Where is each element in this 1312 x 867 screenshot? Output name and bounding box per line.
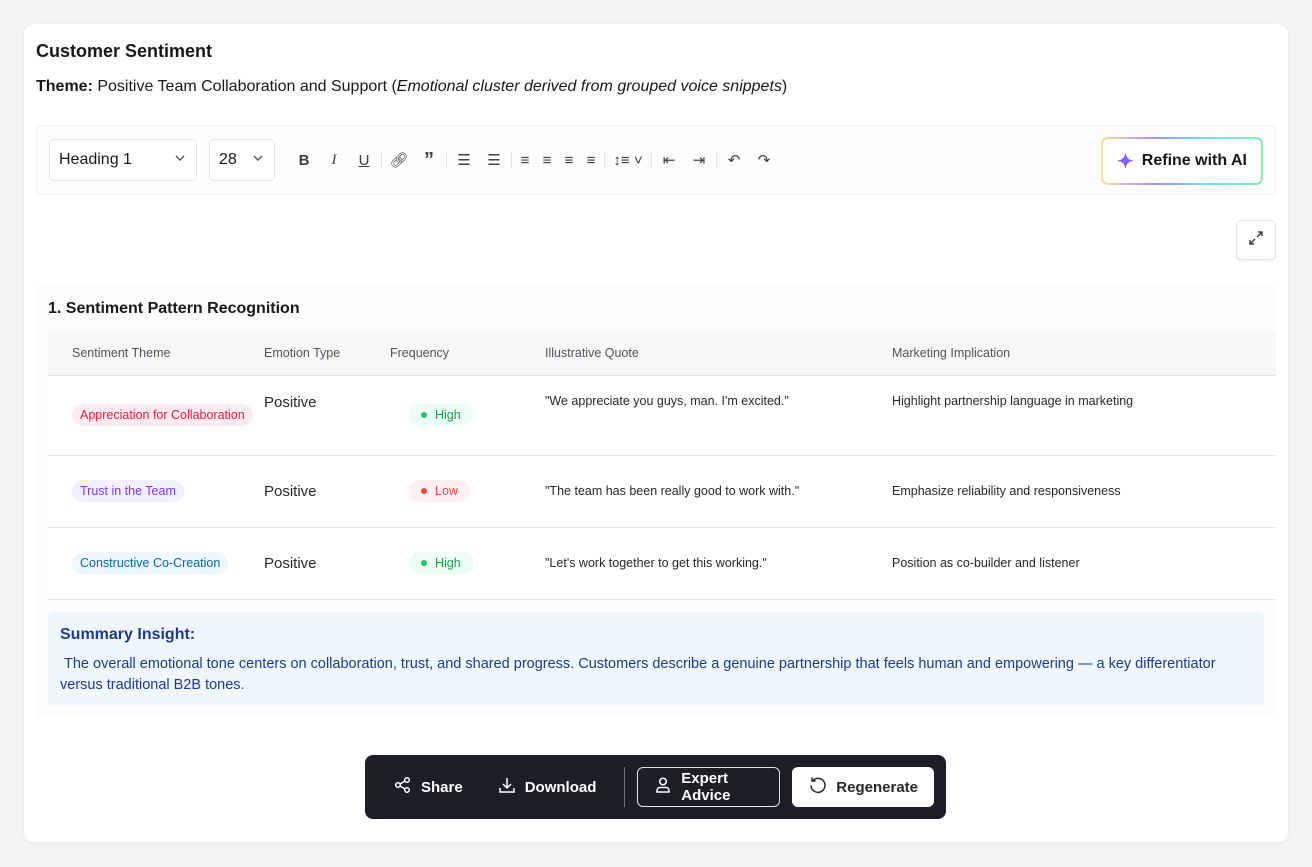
divider bbox=[511, 151, 512, 169]
user-icon bbox=[653, 775, 673, 799]
sentiment-table: Sentiment Theme Emotion Type Frequency I… bbox=[48, 332, 1276, 600]
divider bbox=[381, 151, 382, 169]
summary-title: Summary Insight: bbox=[60, 626, 196, 643]
refresh-icon bbox=[808, 775, 828, 799]
col-header: Illustrative Quote bbox=[545, 332, 892, 376]
outdent-icon[interactable]: ⇤ bbox=[662, 152, 676, 169]
table-row: Appreciation for Collaboration Positive … bbox=[48, 375, 1276, 456]
share-icon bbox=[393, 775, 413, 799]
numbered-list-icon[interactable]: ☰ bbox=[487, 152, 501, 169]
summary-text: The overall emotional tone centers on co… bbox=[60, 656, 1216, 693]
bullet-list-icon[interactable]: ☰ bbox=[457, 152, 471, 169]
expand-icon bbox=[1247, 229, 1265, 252]
editor-toolbar: Heading 1 28 B I U 🔗︎ ” ☰ ☰ ≡ ≡ ≡ ≡ ↕≡ ˅… bbox=[36, 125, 1276, 195]
divider bbox=[446, 151, 447, 169]
undo-icon[interactable]: ↶ bbox=[727, 152, 741, 169]
frequency-badge: High bbox=[409, 404, 473, 426]
regenerate-button[interactable]: Regenerate bbox=[792, 767, 934, 807]
indent-icon[interactable]: ⇥ bbox=[692, 152, 706, 169]
line-height-icon[interactable]: ↕≡ ˅ bbox=[613, 151, 643, 169]
table-row: Constructive Co-Creation Positive High "… bbox=[48, 527, 1276, 600]
sparkle-icon: ✦ bbox=[1117, 150, 1134, 173]
divider bbox=[716, 151, 717, 169]
emotion-type: Positive bbox=[264, 482, 317, 500]
col-header: Frequency bbox=[390, 332, 545, 376]
frequency-badge: High bbox=[409, 552, 473, 574]
emotion-type: Positive bbox=[264, 554, 317, 572]
section-title: 1. Sentiment Pattern Recognition bbox=[48, 300, 300, 317]
bold-icon[interactable]: B bbox=[298, 151, 310, 169]
content-card: Customer Sentiment Theme: Positive Team … bbox=[24, 24, 1288, 842]
refine-with-ai-button[interactable]: ✦ Refine with AI bbox=[1101, 137, 1263, 185]
download-button[interactable]: Download bbox=[497, 775, 596, 799]
divider bbox=[651, 151, 652, 169]
font-size-select[interactable]: 28 bbox=[209, 139, 275, 181]
implication: Highlight partnership language in market… bbox=[892, 375, 1276, 456]
block-type-select[interactable]: Heading 1 bbox=[49, 139, 197, 181]
chevron-down-icon bbox=[251, 151, 265, 170]
share-button[interactable]: Share bbox=[393, 775, 463, 799]
action-bar: Share Download Expert Advice Regenerate bbox=[365, 755, 946, 819]
redo-icon[interactable]: ↷ bbox=[757, 152, 771, 169]
align-justify-icon[interactable]: ≡ bbox=[586, 151, 596, 169]
col-header: Emotion Type bbox=[264, 332, 390, 376]
italic-icon[interactable]: I bbox=[331, 151, 337, 168]
theme-pill: Appreciation for Collaboration bbox=[72, 404, 253, 426]
download-icon bbox=[497, 775, 517, 799]
emotion-type: Positive bbox=[264, 393, 317, 411]
frequency-badge: Low bbox=[409, 480, 470, 502]
table-row: Trust in the Team Positive Low "The team… bbox=[48, 455, 1276, 528]
quote: "We appreciate you guys, man. I'm excite… bbox=[545, 375, 892, 456]
align-left-icon[interactable]: ≡ bbox=[520, 151, 530, 169]
col-header: Marketing Implication bbox=[892, 332, 1276, 376]
divider bbox=[624, 767, 626, 807]
chevron-down-icon bbox=[173, 151, 187, 170]
underline-icon[interactable]: U bbox=[358, 151, 370, 169]
expert-advice-button[interactable]: Expert Advice bbox=[637, 767, 781, 807]
theme-pill: Trust in the Team bbox=[72, 480, 184, 502]
implication: Emphasize reliability and responsiveness bbox=[892, 455, 1276, 528]
quote: "The team has been really good to work w… bbox=[545, 455, 892, 528]
theme-line: Theme: Positive Team Collaboration and S… bbox=[36, 78, 788, 95]
quote: "Let's work together to get this working… bbox=[545, 527, 892, 600]
align-right-icon[interactable]: ≡ bbox=[564, 151, 574, 169]
divider bbox=[604, 151, 605, 169]
col-header: Sentiment Theme bbox=[48, 332, 264, 376]
theme-pill: Constructive Co-Creation bbox=[72, 552, 229, 574]
align-center-icon[interactable]: ≡ bbox=[542, 151, 552, 169]
summary-insight: Summary Insight: The overall emotional t… bbox=[48, 612, 1264, 706]
implication: Position as co-builder and listener bbox=[892, 527, 1276, 600]
link-icon[interactable]: 🔗︎ bbox=[389, 152, 409, 169]
page-title: Customer Sentiment bbox=[36, 41, 213, 61]
expand-button[interactable] bbox=[1236, 220, 1276, 260]
quote-icon[interactable]: ” bbox=[424, 148, 434, 171]
sentiment-section: 1. Sentiment Pattern Recognition Sentime… bbox=[36, 284, 1276, 718]
